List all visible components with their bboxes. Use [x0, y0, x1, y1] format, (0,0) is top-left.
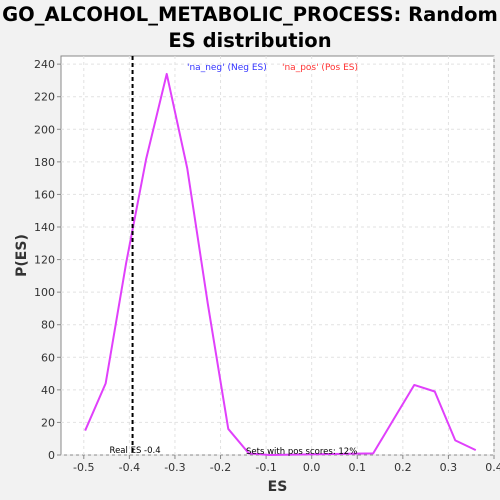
legend-neg: 'na_neg' (Neg ES)	[187, 63, 267, 73]
x-tick-label: -0.3	[164, 461, 185, 474]
x-tick-label: -0.2	[210, 461, 231, 474]
x-axis-ticks: -0.5 -0.4 -0.3 -0.2 -0.1 0.0 0.1 0.2 0.3 0.4	[73, 455, 500, 474]
x-tick-label: 0.4	[485, 461, 500, 474]
x-tick-label: -0.1	[255, 461, 276, 474]
y-tick-label: 240	[34, 58, 55, 71]
x-axis-label: ES	[268, 479, 288, 495]
y-tick-label: 20	[41, 416, 55, 429]
y-axis-label: P(ES)	[14, 234, 30, 277]
y-tick-label: 60	[41, 351, 55, 364]
pos-scores-annotation: Sets with pos scores: 12%	[246, 447, 357, 457]
y-axis-ticks: 0 20 40 60 80 100 120 140 160 180 200 220 240	[34, 58, 61, 462]
y-tick-label: 220	[34, 91, 55, 104]
y-tick-label: 100	[34, 286, 55, 299]
legend-pos: 'na_pos' (Pos ES)	[282, 63, 358, 73]
y-tick-label: 140	[34, 221, 55, 234]
series-group	[84, 72, 477, 456]
y-tick-label: 200	[34, 123, 55, 136]
x-tick-label: 0.0	[303, 461, 321, 474]
real-es-label: Real ES -0.4	[110, 446, 161, 456]
chart-title: GO_ALCOHOL_METABOLIC_PROCESS: Random ES …	[2, 3, 498, 52]
y-tick-label: 80	[41, 319, 55, 332]
y-tick-label: 0	[48, 449, 55, 462]
x-tick-label: 0.2	[394, 461, 412, 474]
x-tick-label: 0.3	[440, 461, 458, 474]
y-tick-label: 120	[34, 254, 55, 267]
y-tick-label: 180	[34, 156, 55, 169]
plot-area	[60, 55, 495, 456]
x-tick-label: 0.1	[349, 461, 367, 474]
y-tick-label: 40	[41, 384, 55, 397]
series-line	[84, 72, 477, 456]
x-tick-label: -0.4	[119, 461, 140, 474]
x-tick-label: -0.5	[73, 461, 94, 474]
y-tick-label: 160	[34, 188, 55, 201]
